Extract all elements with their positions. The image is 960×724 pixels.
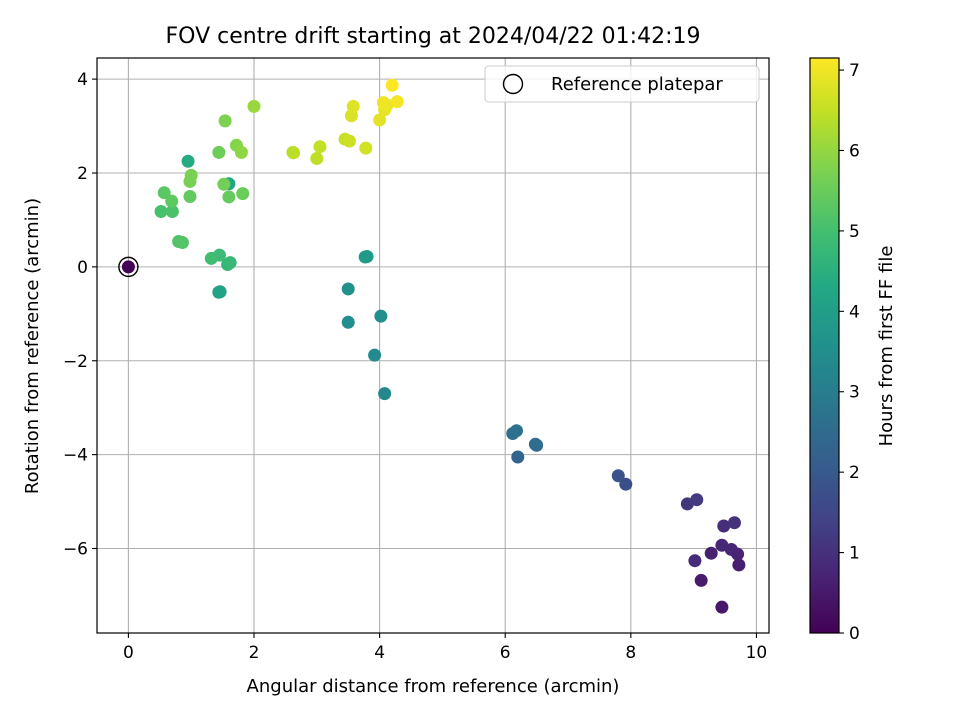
data-point	[390, 95, 404, 109]
data-point	[715, 538, 729, 552]
data-point	[236, 187, 250, 201]
data-point	[694, 573, 708, 587]
data-point	[184, 168, 198, 182]
data-point	[204, 251, 218, 265]
data-point	[346, 99, 360, 113]
y-tick-label: −6	[63, 540, 88, 560]
data-point	[342, 134, 356, 148]
data-point	[121, 260, 135, 274]
y-tick-label: 2	[77, 164, 88, 184]
x-tick-label: 6	[500, 643, 511, 663]
y-tick-label: −4	[63, 446, 88, 466]
data-point	[183, 189, 197, 203]
colorbar-tick-label: 5	[849, 222, 860, 242]
data-point	[218, 114, 232, 128]
data-point	[704, 546, 718, 560]
data-point	[341, 282, 355, 296]
reference-platepar-marker	[118, 256, 139, 278]
data-point	[715, 600, 729, 614]
data-point	[217, 177, 231, 191]
data-point	[690, 493, 704, 507]
colorbar-tick-label: 4	[849, 302, 860, 322]
data-point	[359, 141, 373, 155]
x-tick-label: 8	[625, 643, 636, 663]
x-tick-label: 4	[374, 643, 385, 663]
data-point	[385, 78, 399, 92]
data-point	[510, 424, 524, 438]
data-point	[165, 194, 179, 208]
colorbar-tick-label: 7	[849, 61, 860, 81]
colorbar-tick-label: 6	[849, 141, 860, 161]
data-point	[223, 256, 237, 270]
colorbar: 0 1 2 3 4 5 6 7 Hours from first FF file	[809, 57, 897, 644]
data-point	[373, 113, 387, 127]
data-point	[313, 140, 327, 154]
legend: Reference platepar	[484, 65, 760, 103]
y-axis-label: Rotation from reference (arcmin)	[22, 198, 43, 494]
data-point	[360, 250, 374, 264]
data-point	[310, 151, 324, 165]
x-tick-label: 2	[249, 643, 260, 663]
data-point	[368, 348, 382, 362]
data-point	[619, 477, 633, 491]
colorbar-tick-label: 0	[849, 624, 860, 644]
colorbar-tick-label: 3	[849, 383, 860, 403]
data-point	[234, 145, 248, 159]
data-point	[378, 387, 392, 401]
chart-title: FOV centre drift starting at 2024/04/22 …	[166, 24, 701, 49]
data-point	[165, 204, 179, 218]
colorbar-tick-label: 1	[849, 544, 860, 564]
data-point	[732, 558, 746, 572]
x-tick-label: 0	[123, 643, 134, 663]
legend-label-reference-platepar: Reference platepar	[551, 74, 723, 95]
data-points	[118, 78, 746, 614]
y-tick-label: −2	[63, 352, 88, 372]
data-point	[376, 96, 390, 110]
y-tick-label: 4	[77, 70, 88, 90]
y-tick-label: 0	[77, 258, 88, 278]
data-point	[727, 516, 741, 530]
data-point	[688, 554, 702, 568]
colorbar-frame	[809, 57, 840, 634]
data-point	[222, 190, 236, 204]
data-point	[181, 154, 195, 168]
colorbar-gradient	[810, 58, 839, 633]
axis-ticks: 0 2 4 6 8 10 −6 −4 −2 0 2 4	[63, 70, 767, 663]
data-point	[154, 204, 168, 218]
data-point	[157, 186, 171, 200]
legend-marker-reference-platepar	[502, 73, 524, 95]
data-point	[528, 437, 542, 451]
x-axis-label: Angular distance from reference (arcmin)	[247, 676, 620, 697]
data-point	[212, 145, 226, 159]
data-point	[287, 146, 301, 160]
colorbar-label: Hours from first FF file	[876, 246, 897, 447]
data-point	[213, 285, 227, 299]
data-point	[374, 309, 388, 323]
colorbar-tick-label: 2	[849, 463, 860, 483]
grid-lines	[97, 58, 769, 633]
data-point	[247, 99, 261, 113]
colorbar-ticks: 0 1 2 3 4 5 6 7	[839, 61, 860, 644]
legend-box	[484, 65, 760, 103]
data-point	[341, 315, 355, 329]
data-point	[511, 450, 525, 464]
data-point	[175, 235, 189, 249]
data-point	[611, 469, 625, 483]
x-tick-label: 10	[746, 643, 768, 663]
plot-frame	[96, 57, 770, 634]
data-point	[717, 519, 731, 533]
